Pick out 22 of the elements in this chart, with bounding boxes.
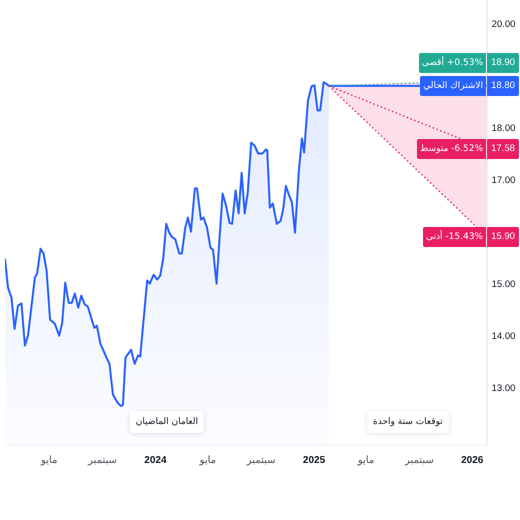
y-tick-label: 17.00	[492, 175, 516, 186]
annotation: توقعات سنة واحدة	[367, 411, 449, 433]
y-tick-label: 18.00	[492, 123, 516, 134]
x-tick-label: مايو	[356, 455, 374, 466]
data-label: 18.90	[487, 52, 519, 73]
x-tick-label: سبتمبر	[87, 455, 117, 466]
y-tick-label: 20.00	[492, 18, 516, 30]
y-tick-label: 14.00	[492, 331, 516, 342]
data-label: 18.80	[487, 76, 519, 96]
x-tick-label: 2026	[461, 455, 484, 466]
y-tick-label: 15.00	[492, 279, 516, 290]
x-tick-label: 2025	[302, 455, 326, 466]
annotation: العامان الماضيان	[130, 411, 204, 433]
x-tick-label: مايو	[198, 455, 216, 466]
x-tick-label: مايو	[40, 455, 58, 466]
data-label: 15.90	[487, 226, 519, 247]
x-tick-label: سبتمبر	[404, 455, 434, 466]
legend-label: الاشتراك الحالي	[423, 80, 483, 91]
y-tick-label: 13.00	[492, 383, 516, 394]
x-tick-label: سبتمبر	[246, 455, 276, 466]
data-label: 17.58	[487, 139, 519, 160]
x-tick-label: 2024	[144, 455, 167, 466]
